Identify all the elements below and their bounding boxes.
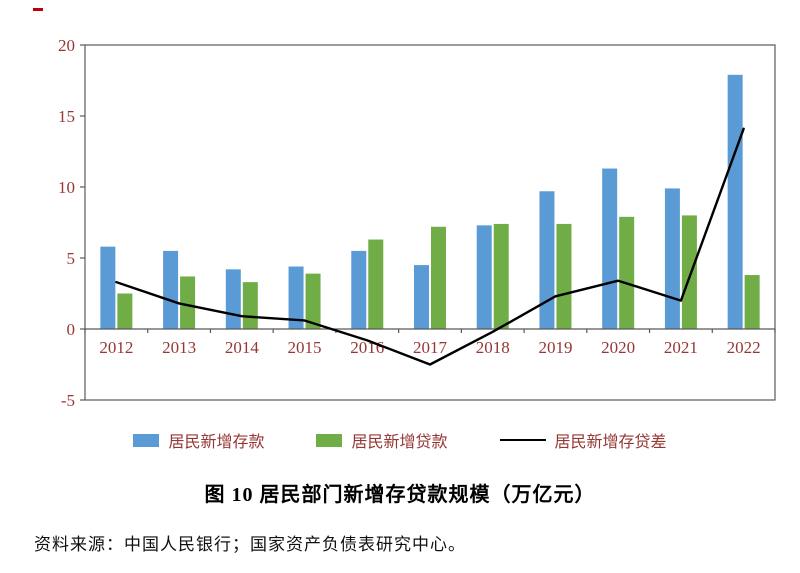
bar-loan-2013 xyxy=(180,276,196,329)
chart-area: 20 15 10 5 0 -5 2012 2013 2014 2015 2016 2017 2018 20… xyxy=(58,36,776,410)
x-tick-label-2014: 2014 xyxy=(225,338,260,357)
chart-title: 图 10 居民部门新增存贷款规模（万亿元） xyxy=(204,484,596,506)
y-tick-label: 20 xyxy=(58,36,75,55)
difference-line-swatch xyxy=(499,438,546,442)
source-note: 资料来源：中国人民银行；国家资产负债表研究中心。 xyxy=(34,535,466,554)
y-tick-label: 0 xyxy=(67,320,76,339)
red-stray-mark xyxy=(33,8,43,11)
bar-deposit-2016 xyxy=(351,250,367,329)
bar-loan-2014 xyxy=(242,282,258,329)
x-tick-label-2017: 2017 xyxy=(413,338,448,357)
bar-loan-2020 xyxy=(619,216,635,329)
bar-deposit-2015 xyxy=(288,266,304,329)
bar-deposit-2018 xyxy=(476,225,492,329)
bar-deposit-2017 xyxy=(414,265,429,329)
bar-loan-2017 xyxy=(431,226,446,329)
bar-loan-2021 xyxy=(681,215,697,329)
y-tick-label: 15 xyxy=(58,107,75,126)
legend-item-deposits: 居民新增存款 xyxy=(133,428,264,452)
bar-deposit-2019 xyxy=(539,191,555,329)
x-tick-label-2015: 2015 xyxy=(288,338,322,357)
loan-bar-swatch xyxy=(316,433,343,447)
bar-loan-2018 xyxy=(493,223,509,329)
bar-loan-2016 xyxy=(368,239,384,329)
legend-item-loans: 居民新增贷款 xyxy=(316,428,448,452)
bar-deposit-2012 xyxy=(100,246,116,329)
bar-deposit-2013 xyxy=(163,250,179,329)
bar-deposit-2021 xyxy=(664,188,680,329)
legend-label-loans: 居民新增贷款 xyxy=(351,434,448,451)
x-tick-label-2020: 2020 xyxy=(601,338,635,357)
x-tick-label-2012: 2012 xyxy=(99,338,133,357)
plot-border xyxy=(84,44,776,401)
bar-deposit-2020 xyxy=(602,168,618,329)
y-tick-label: 5 xyxy=(67,249,76,268)
x-tick-label-2022: 2022 xyxy=(727,338,761,357)
x-tick-label-2019: 2019 xyxy=(538,338,572,357)
bar-deposit-2022 xyxy=(727,74,743,329)
deposit-bar-swatch xyxy=(133,433,160,447)
y-tick-label: -5 xyxy=(61,391,75,410)
x-tick-label-2018: 2018 xyxy=(476,338,510,357)
difference-line-series xyxy=(115,127,745,366)
x-tick-label-2013: 2013 xyxy=(162,338,196,357)
x-tick-label-2021: 2021 xyxy=(664,338,698,357)
chart-legend: 居民新增存款 居民新增贷款 居民新增存贷差 xyxy=(0,428,800,452)
bar-loan-2022 xyxy=(744,275,760,329)
bar-loan-2019 xyxy=(556,223,572,329)
bar-loan-2012 xyxy=(117,293,133,329)
legend-label-difference: 居民新增存贷差 xyxy=(554,434,667,451)
legend-item-difference: 居民新增存贷差 xyxy=(499,428,667,452)
bar-loan-2015 xyxy=(305,273,321,329)
legend-label-deposits: 居民新增存款 xyxy=(168,434,265,451)
bar-deposit-2014 xyxy=(225,269,241,329)
y-tick-label: 10 xyxy=(58,178,75,197)
